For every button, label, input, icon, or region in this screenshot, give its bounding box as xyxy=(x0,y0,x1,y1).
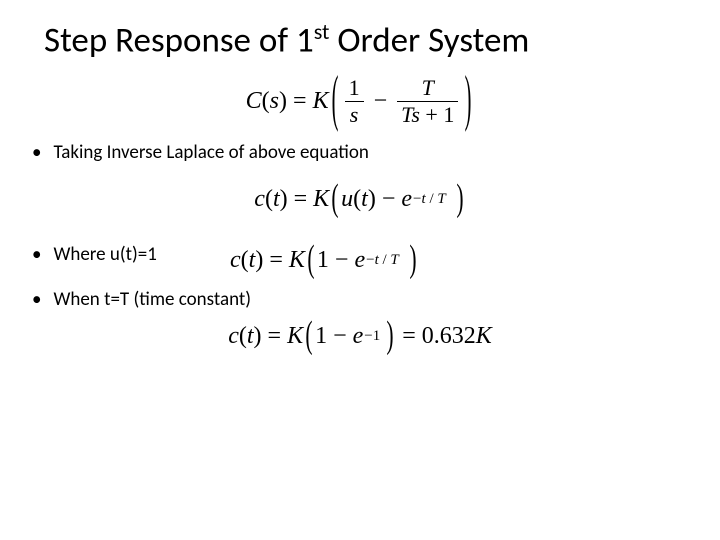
eq1-s: s xyxy=(270,88,279,115)
eq2-exp-slash: / xyxy=(426,191,438,207)
eq1-C: C xyxy=(246,88,262,115)
eq4-rhs-K: K xyxy=(476,323,492,350)
eq3-minus: − xyxy=(335,247,349,274)
eq4-t: t xyxy=(247,323,254,350)
bullet-dot: • xyxy=(32,288,41,313)
title-pre: Step Response of 1 xyxy=(44,20,314,62)
eq1-frac1-den: s xyxy=(346,103,363,127)
slide: Step Response of 1st Order System C(s) =… xyxy=(0,0,720,540)
bullet-1-text: Taking Inverse Laplace of above equation xyxy=(53,141,368,164)
eq2-c: c xyxy=(254,186,265,213)
bullet-1: • Taking Inverse Laplace of above equati… xyxy=(32,141,690,166)
equation-3: c(t) = K ( 1 − e−t / T ) xyxy=(230,247,690,274)
equation-1: C(s) = K ( 1 s − T Ts + 1 ) xyxy=(30,76,690,127)
eq1-frac2-den-ts: Ts xyxy=(401,102,420,127)
title-sup: st xyxy=(314,18,330,45)
eq3-t: t xyxy=(249,247,256,274)
eq4-c: c xyxy=(228,323,239,350)
eq2-e: e xyxy=(401,186,412,213)
eq2-ut: t xyxy=(361,186,368,213)
title-post: Order System xyxy=(329,20,529,62)
eq3-K: K xyxy=(289,247,305,274)
bullet-2-text: Where u(t)=1 xyxy=(53,243,156,266)
eq1-frac2: T Ts + 1 xyxy=(397,76,458,127)
bullet-dot: • xyxy=(32,243,41,268)
eq3-exp-slash: / xyxy=(379,252,391,268)
eq1-frac2-den-plus1: + 1 xyxy=(420,102,454,127)
equation-4: c(t) = K ( 1 − e−1 ) = 0.632K xyxy=(30,323,690,350)
eq2-K: K xyxy=(313,186,329,213)
bullet-3: • When t=T (time constant) xyxy=(32,288,690,313)
eq1-frac1-num: 1 xyxy=(345,76,364,100)
eq3-c: c xyxy=(230,247,241,274)
eq3-exp-neg: − xyxy=(366,252,374,268)
page-title: Step Response of 1st Order System xyxy=(44,18,690,62)
eq4-exp: −1 xyxy=(364,328,380,345)
eq2-t: t xyxy=(273,186,280,213)
eq3-one: 1 xyxy=(317,247,329,274)
eq1-K: K xyxy=(313,88,329,115)
eq2-exp-neg: − xyxy=(413,191,421,207)
eq1-minus: − xyxy=(374,88,388,115)
eq4-minus: − xyxy=(333,323,347,350)
eq4-K: K xyxy=(287,323,303,350)
eq4-one: 1 xyxy=(315,323,327,350)
eq2-minus: − xyxy=(382,186,396,213)
eq4-e: e xyxy=(353,323,364,350)
eq2-u: u xyxy=(341,186,353,213)
equation-2: c(t) = K ( u(t) − e−t / T ) xyxy=(30,186,690,213)
eq2-exp-T: T xyxy=(437,191,445,207)
bullet-dot: • xyxy=(32,141,41,166)
bullet-3-text: When t=T (time constant) xyxy=(53,288,251,311)
eq3-e: e xyxy=(354,247,365,274)
eq4-val: 0.632 xyxy=(422,323,476,350)
eq3-exp-T: T xyxy=(390,252,398,268)
eq1-frac1: 1 s xyxy=(345,76,364,127)
eq1-frac2-num: T xyxy=(418,76,438,100)
